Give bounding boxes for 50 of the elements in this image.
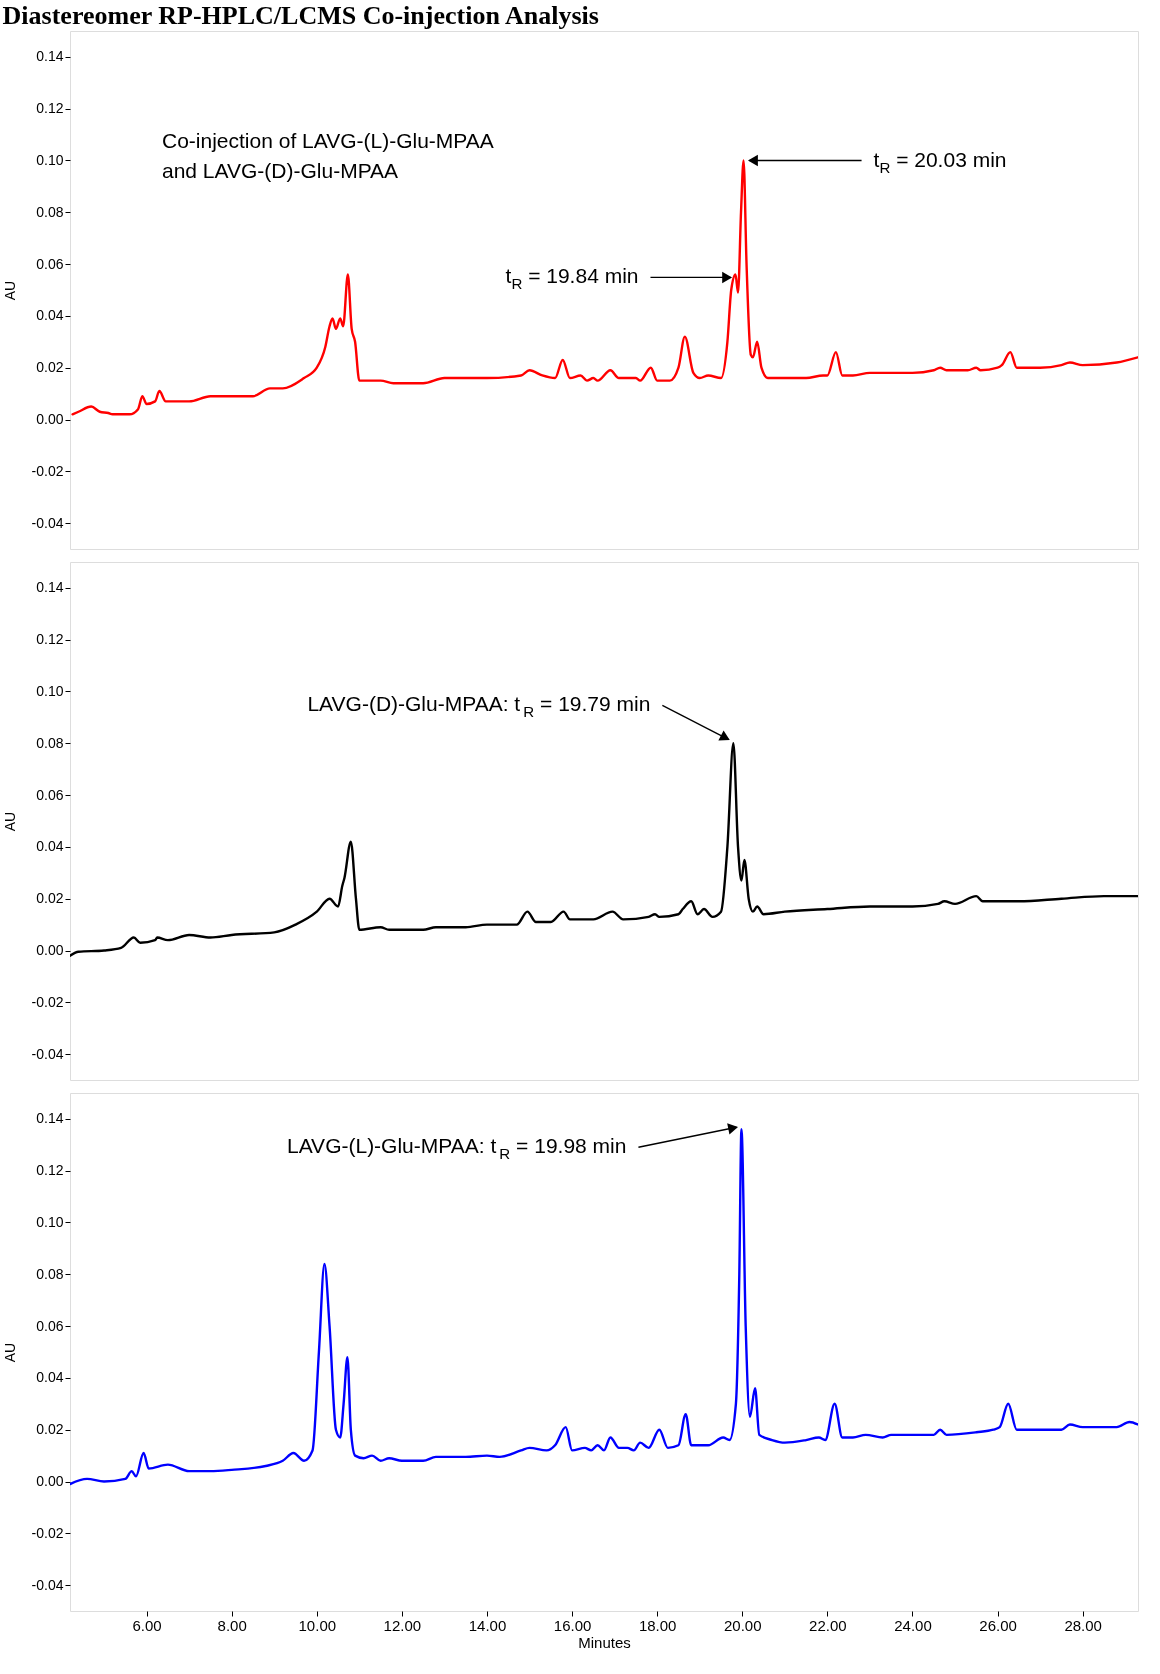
y-tick-label: -0.02: [31, 1524, 64, 1541]
y-tick-label: 0.04: [36, 1369, 64, 1386]
y-tick-label: 0.02: [36, 890, 64, 907]
y-tick-label: 0.14: [36, 579, 64, 596]
chart-title: Diastereomer RP-HPLC/LCMS Co-injection Analysis: [2, 0, 599, 30]
y-tick-label: 0.12: [36, 631, 64, 648]
x-tick-label: 22.00: [809, 1616, 847, 1634]
x-tick-label: 10.00: [298, 1616, 337, 1634]
y-tick-label: 0.06: [36, 255, 64, 272]
y-tick-label: 0.10: [36, 152, 64, 168]
x-tick-label: 24.00: [894, 1616, 932, 1634]
y-tick-label: 0.10: [36, 1214, 64, 1230]
y-tick-label: 0.14: [36, 1110, 64, 1127]
y-tick-label: 0.02: [36, 1421, 64, 1438]
y-tick-label: 0.08: [36, 734, 64, 751]
x-tick-label: 6.00: [132, 1616, 162, 1634]
x-tick-label: 20.00: [724, 1616, 762, 1634]
y-tick-label: 0.00: [36, 1473, 64, 1489]
y-tick-label: 0.10: [36, 683, 64, 699]
y-axis-title: AU: [1, 280, 18, 301]
x-tick-label: 16.00: [553, 1616, 592, 1634]
y-axis-title: AU: [1, 1342, 18, 1363]
y-tick-label: 0.00: [36, 942, 64, 958]
y-tick-label: -0.02: [31, 462, 64, 479]
y-tick-label: 0.00: [36, 411, 64, 427]
line-series: [70, 1128, 1138, 1486]
y-tick-label: 0.08: [36, 1265, 64, 1282]
x-tick-label: 12.00: [383, 1616, 422, 1634]
y-tick-label: 0.14: [36, 48, 64, 65]
x-tick-label: 14.00: [468, 1616, 507, 1634]
x-tick-label: 28.00: [1064, 1616, 1102, 1634]
y-tick-label: -0.04: [31, 514, 64, 531]
y-tick-label: -0.02: [31, 993, 64, 1010]
x-tick-label: 18.00: [638, 1616, 677, 1634]
x-tick-label: 8.00: [217, 1616, 247, 1634]
y-tick-label: -0.04: [31, 1576, 64, 1593]
y-tick-label: 0.02: [36, 359, 64, 376]
y-tick-label: 0.04: [36, 307, 64, 324]
x-axis-title: Minutes: [578, 1633, 631, 1651]
annotation: Co-injection of LAVG-(L)-Glu-MPAA and LAVG-(D)-Glu-MPAA: [162, 129, 494, 182]
y-tick-label: -0.04: [31, 1045, 64, 1062]
y-tick-label: 0.04: [36, 838, 64, 855]
y-tick-label: 0.06: [36, 786, 64, 803]
y-tick-label: 0.12: [36, 1162, 64, 1179]
line-series: [70, 742, 1138, 957]
y-axis-title: AU: [1, 811, 18, 832]
y-tick-label: 0.12: [36, 100, 64, 117]
y-tick-label: 0.06: [36, 1317, 64, 1334]
y-tick-label: 0.08: [36, 203, 64, 220]
x-tick-label: 26.00: [979, 1616, 1017, 1634]
